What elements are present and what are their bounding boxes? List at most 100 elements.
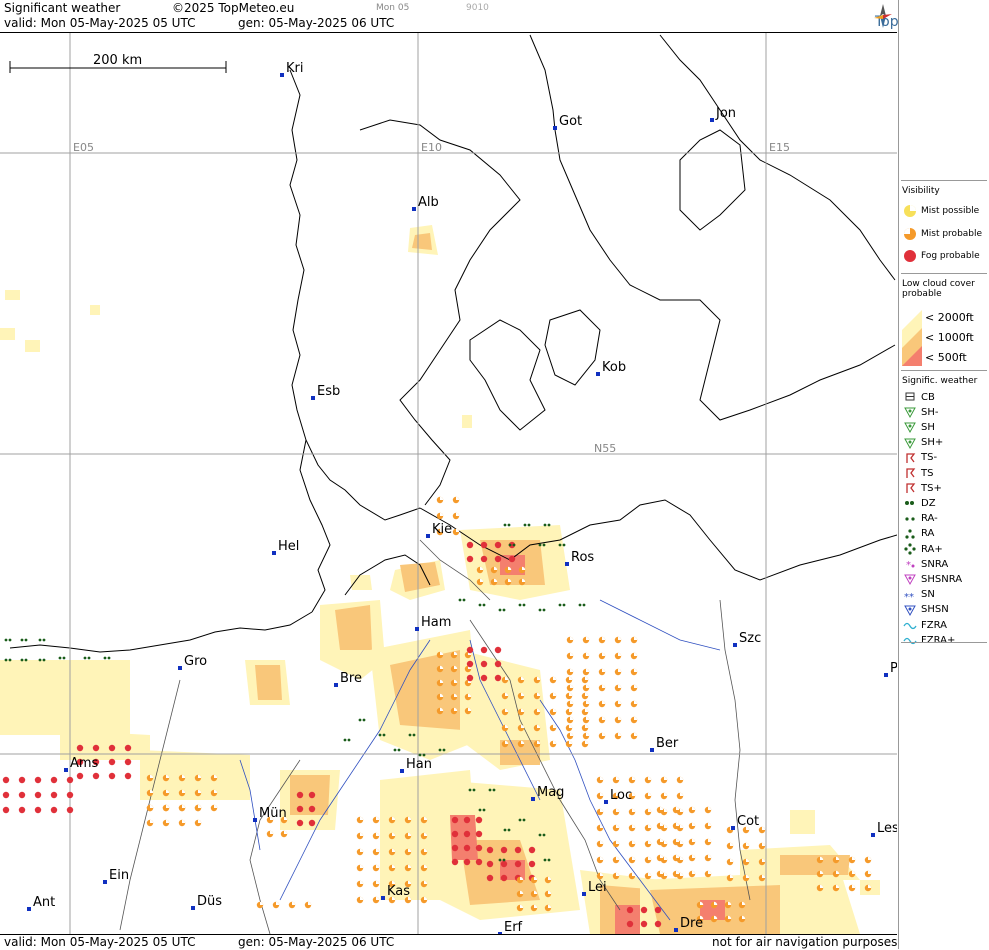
mist-probable-icon [388,864,396,872]
mist-probable-icon [758,842,766,850]
mist-probable-icon [630,716,638,724]
fog-probable-icon [296,791,304,799]
mist-probable-icon [704,854,712,862]
mist-probable-icon [672,822,680,830]
legend-sig-label: TS- [921,452,938,464]
drizzle-icon [518,603,526,607]
mist-probable-icon [696,901,704,909]
city-marker-icon [27,907,31,911]
mist-probable-icon [832,884,840,892]
mist-probable-icon [864,870,872,878]
copyright: ©2025 TopMeteo.eu [172,1,295,15]
city-label: Esb [317,384,340,399]
mist-probable-icon [902,227,918,241]
mist-probable-icon [596,840,604,848]
city-marker-icon [412,207,416,211]
legend-sig-label: TS [921,467,934,479]
map-footer: valid: Mon 05-May-2025 05 UTC gen: 05-Ma… [0,934,897,950]
city-lei: Lei [582,880,607,896]
mist-probable-icon [436,528,444,536]
fog-probable-icon [626,920,634,928]
city-marker-icon [191,906,195,910]
mist-probable-icon [565,708,573,716]
mist-probable-icon [612,792,620,800]
drizzle-icon [558,543,566,547]
city-label: Han [406,757,432,772]
drizzle-icon [478,603,486,607]
mist-probable-icon [628,824,636,832]
mist-probable-icon [404,832,412,840]
mist-probable-icon [178,804,186,812]
mist-probable-icon [501,740,509,748]
legend-sig-snra: * SNRA [902,557,949,572]
low-cloud-area [390,650,462,730]
drizzle-icon [508,543,516,547]
cb-icon [902,390,918,404]
city-kri: Kri [280,61,303,77]
drizzle-icon [488,788,496,792]
mist-probable-icon [660,776,668,784]
mist-probable-icon [516,890,524,898]
city-marker-icon [596,372,600,376]
mist-probable-icon [848,884,856,892]
legend-mist-possible: Mist possible [902,204,979,218]
mist-probable-icon [582,700,590,708]
drizzle-icon [538,608,546,612]
legend-sig-ra: RA [902,527,934,541]
mist-probable-icon [726,842,734,850]
city-marker-icon [280,73,284,77]
city-marker-icon [426,534,430,538]
mist-probable-icon [566,668,574,676]
mist-probable-icon [404,816,412,824]
drizzle-icon [38,658,46,662]
mist-probable-icon [530,890,538,898]
city-label: Jon [715,106,736,121]
city-loc: Loc [604,788,632,804]
mist-probable-icon [688,854,696,862]
mist-probable-icon [266,816,274,824]
fog-probable-icon [2,776,10,784]
fog-probable-icon [76,772,84,780]
coastline-layer [9,34,897,653]
mist-probable-icon [530,904,538,912]
fog-probable-icon [640,920,648,928]
mist-probable-icon [644,872,652,880]
mist-probable-icon [420,848,428,856]
mist-probable-icon [404,848,412,856]
low-cloud-area [90,305,100,315]
mist-probable-icon [549,724,557,732]
city-label: Dre [680,916,703,931]
mist-probable-icon [688,822,696,830]
weather-symbol-layer [2,496,872,928]
drizzle-icon [358,718,366,722]
drizzle-icon [378,733,386,737]
mist-probable-icon [724,901,732,909]
drizzle-icon [578,603,586,607]
mist-probable-icon [598,668,606,676]
weather-map[interactable]: E05 E10 E15 N55 200 km Kri Got Jon Alb Kob Es… [0,33,897,934]
city-marker-icon [871,833,875,837]
mist-probable-icon [450,651,458,659]
grid-label-e15: E15 [769,141,790,154]
legend-sig-label: SHSNRA [921,573,963,585]
city-hel: Hel [272,539,299,555]
mist-probable-icon [614,668,622,676]
city-label: Ams [70,756,99,771]
fog-probable-icon [463,830,471,838]
city-marker-icon [582,892,586,896]
city-dre: Dre [674,916,703,932]
mist-probable-icon [704,822,712,830]
drizzle-icon [343,738,351,742]
legend-sig-label: CB [921,391,935,403]
fog-probable-icon [480,555,488,563]
mist-probable-icon [672,870,680,878]
city-marker-icon [733,643,737,647]
legend-sig-label: SNRA [921,558,949,570]
fog-probable-icon [34,806,42,814]
city-ein: Ein [103,868,129,884]
legend-sig-label: SH- [921,406,939,418]
city-mün: Mün [253,806,287,822]
mist-probable-icon [450,707,458,715]
city-label: Mün [259,806,287,821]
city-marker-icon [674,928,678,932]
